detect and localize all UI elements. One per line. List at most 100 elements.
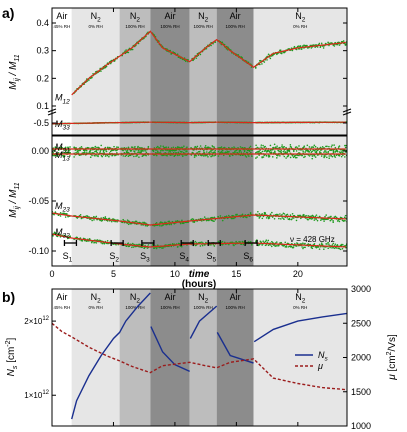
point-M23 [160, 221, 162, 223]
point-M13 [89, 156, 92, 159]
point-M23 [303, 213, 305, 216]
point-M31 [248, 146, 251, 149]
point-M32 [212, 243, 215, 246]
point-M32 [290, 245, 293, 248]
b-ytick-left-base-0: 1×10 [24, 391, 43, 400]
point-M31 [239, 149, 242, 152]
a1-ylabel-s1: ij [14, 78, 21, 82]
point-M31 [60, 146, 63, 148]
point-M13 [336, 150, 339, 153]
point-M13 [217, 155, 220, 157]
point-M13 [296, 156, 298, 159]
point-M32 [331, 244, 334, 246]
point-M31 [116, 146, 118, 148]
point-M13 [91, 154, 93, 157]
point-M32 [55, 232, 58, 235]
point-M13 [308, 151, 311, 153]
point-M31 [186, 146, 188, 148]
point-M31 [109, 150, 112, 153]
point-M31 [64, 146, 67, 149]
point-M31 [147, 145, 150, 148]
series-label-M13-main: M [55, 150, 63, 160]
point-M13 [203, 151, 206, 154]
b-cond-1-gas-main: N [91, 292, 98, 302]
point-M23 [126, 222, 129, 224]
point-M31 [212, 145, 214, 148]
point-M31 [169, 150, 171, 153]
point-M31 [281, 144, 283, 146]
point-M12 [324, 42, 327, 45]
b-right-ylabel-unit: [cm [387, 355, 398, 374]
point-M23 [314, 215, 317, 218]
series-label-M12: M12 [55, 93, 70, 106]
point-M13 [331, 155, 334, 158]
point-M23 [127, 223, 130, 226]
b-cond-1-gas-sub: 2 [97, 298, 101, 305]
point-M13 [111, 154, 114, 157]
point-M13 [344, 156, 346, 158]
s-label-3-main: S [179, 251, 185, 261]
point-M23 [182, 222, 185, 225]
point-M31 [286, 150, 289, 152]
legend-label-1-main: μ [317, 361, 323, 371]
point-M23 [192, 218, 195, 221]
region-b-3 [150, 289, 190, 426]
point-M31 [319, 146, 322, 149]
point-M13 [205, 151, 208, 153]
point-M12 [284, 51, 286, 53]
point-M32 [265, 239, 268, 242]
s-label-3-sub: 4 [185, 257, 189, 264]
point-M13 [261, 156, 263, 158]
point-M23 [268, 217, 271, 219]
a1-ylabel-m2: / M [8, 61, 19, 78]
panel-label-b: b) [2, 289, 15, 305]
point-M32 [151, 243, 154, 246]
a-cond-6-rh: 0% RH [293, 24, 307, 29]
point-M13 [125, 154, 128, 157]
point-M32 [141, 246, 143, 249]
point-M13 [108, 155, 110, 158]
point-M13 [318, 151, 321, 153]
point-M32 [311, 247, 314, 250]
b-cond-3-rh: 100% RH [160, 305, 179, 310]
point-M32 [235, 240, 237, 243]
point-M13 [238, 151, 241, 153]
s-label-4-main: S [206, 251, 212, 261]
a-cond-0-gas-main: Air [56, 11, 67, 21]
point-M23 [59, 211, 62, 214]
point-M32 [269, 244, 272, 246]
region-b-1 [71, 289, 120, 426]
point-M12 [322, 47, 325, 49]
series-M32-fit [52, 233, 346, 248]
point-M13 [140, 151, 142, 154]
point-M32 [313, 242, 316, 245]
point-M12 [280, 52, 283, 55]
a-cond-1-rh: 0% RH [89, 24, 103, 29]
region-a-1 [71, 8, 120, 266]
point-M13 [116, 152, 118, 154]
point-M31 [239, 146, 242, 148]
point-M32 [115, 243, 117, 246]
point-M23 [292, 217, 295, 219]
point-M23 [311, 217, 314, 220]
point-M13 [207, 155, 209, 158]
point-M32 [265, 243, 268, 246]
point-M12 [269, 57, 272, 60]
series-label-M31: M31 [55, 142, 70, 155]
point-M23 [161, 225, 163, 227]
point-M31 [261, 150, 264, 153]
point-M32 [147, 244, 150, 246]
point-M12 [306, 47, 309, 49]
point-M31 [256, 146, 259, 149]
a-cond-2-gas-main: N [130, 11, 137, 21]
point-M31 [298, 145, 300, 147]
point-M32 [128, 245, 131, 248]
point-M23 [203, 216, 206, 218]
point-M32 [228, 243, 230, 246]
point-M31 [310, 146, 313, 148]
point-M23 [336, 220, 339, 222]
point-M13 [153, 154, 156, 156]
point-M31 [251, 149, 253, 152]
point-M23 [291, 217, 294, 219]
point-M13 [193, 156, 196, 158]
